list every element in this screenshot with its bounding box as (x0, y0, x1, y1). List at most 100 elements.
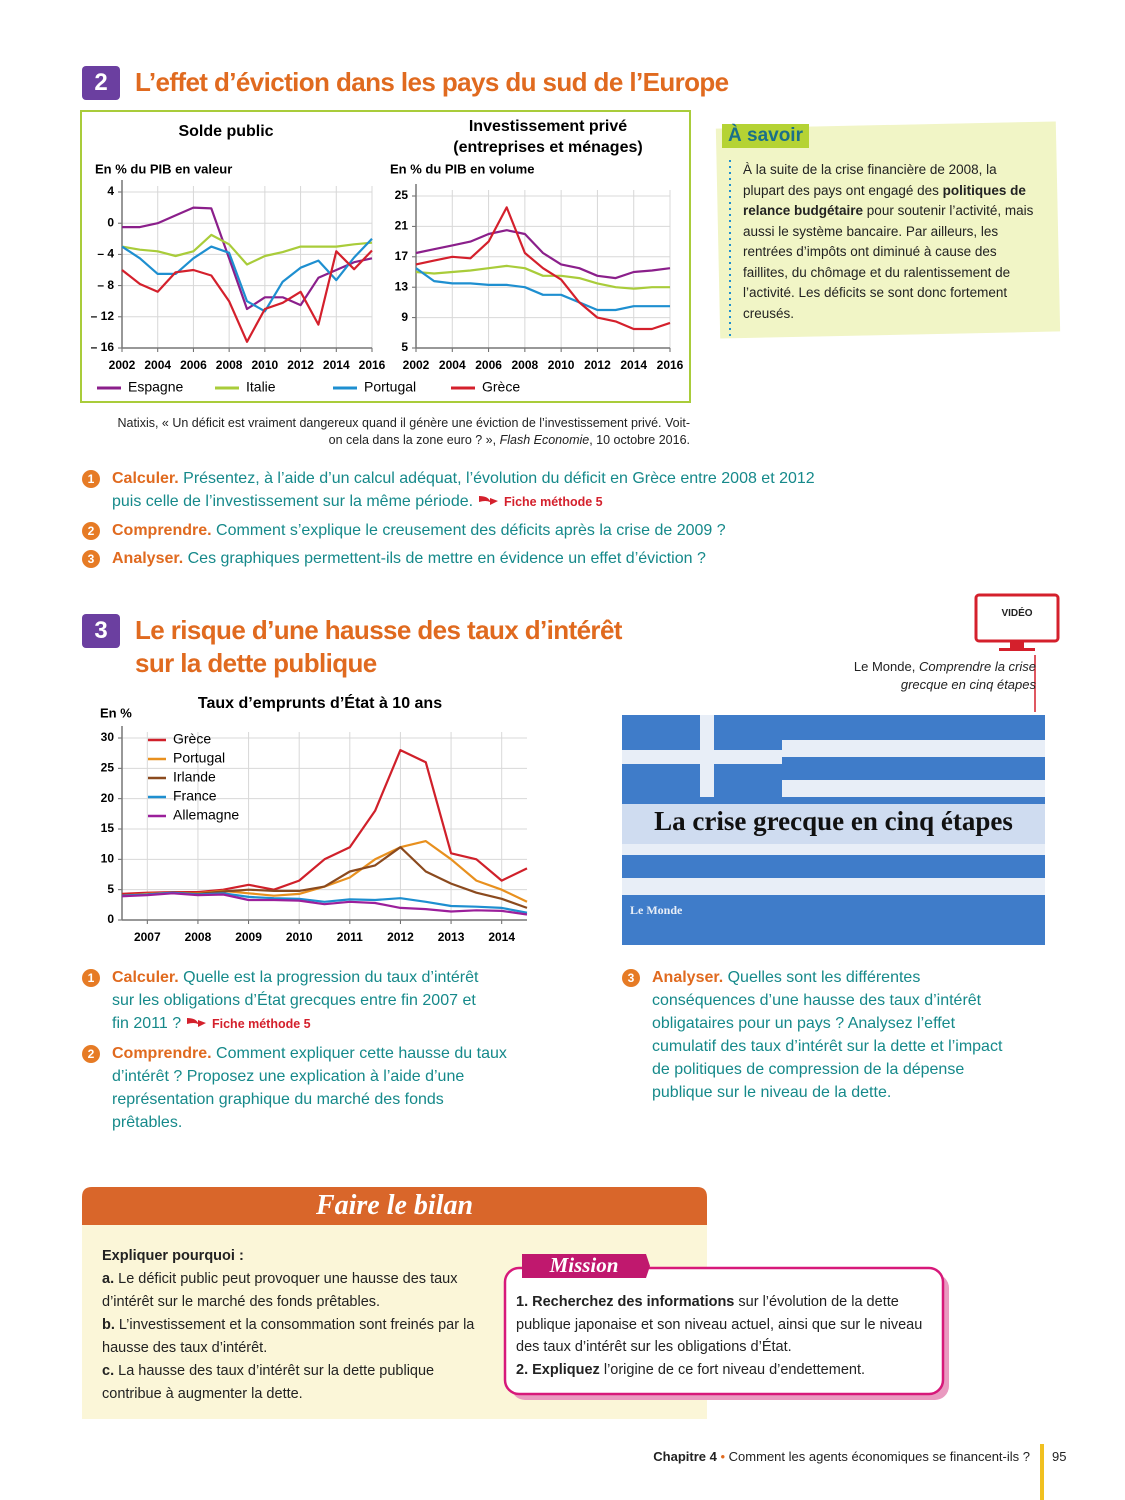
legend-label: Irlande (173, 769, 216, 785)
legend-label: Grèce (482, 379, 520, 395)
title-line: Le risque d’une hausse des taux d’intérê… (135, 615, 622, 645)
chart-title: Investissement privé (469, 118, 627, 135)
question-label: Analyser. (652, 969, 724, 986)
mission-rest: l’origine de ce fort niveau d’endettemen… (599, 1361, 866, 1378)
method-ref: Fiche méthode 5 (503, 495, 603, 509)
line-series (121, 233, 373, 266)
y-tick-label: 30 (101, 730, 115, 744)
question: 1 Calculer. Présentez, à l’aide d’un calc… (82, 467, 832, 514)
plot-area (122, 186, 372, 348)
question-number: 1 (82, 470, 100, 488)
section-number: 2 (82, 66, 120, 100)
source-text: Natixis, « Un déficit est vraiment dange… (117, 416, 690, 447)
y-axis-label: En % (100, 705, 132, 720)
question-text: Comment expliquer cette hausse du taux d… (112, 1045, 507, 1131)
note-title: À savoir (722, 124, 809, 148)
question-number: 1 (82, 969, 100, 987)
y-axis-label: En % du PIB en volume (390, 161, 534, 176)
item-text: La hausse des taux d’intérêt sur la dett… (102, 1363, 435, 1402)
y-tick-label: 5 (401, 340, 408, 354)
question: 1 Calculer. Quelle est la progression du … (82, 966, 492, 1036)
x-tick-label: 2002 (403, 358, 430, 372)
question-label: Calculer. (112, 470, 179, 487)
video-badge: VIDÉO (1001, 608, 1033, 619)
item-text: L’investissement et la consommation sont… (102, 1317, 475, 1356)
y-tick-label: 17 (395, 249, 409, 263)
line-series (415, 264, 670, 290)
note-part: politiques de relance budgétaire (743, 182, 1026, 219)
bilan-item: a. Le déficit public peut provoquer une … (102, 1268, 482, 1314)
legend-label: Espagne (128, 379, 183, 395)
video-icon (974, 593, 1060, 712)
line-series (415, 267, 670, 312)
x-tick-label: 2006 (180, 358, 207, 372)
y-axis-label: En % du PIB en valeur (95, 161, 232, 176)
line-series (415, 206, 671, 331)
mission-bold: 2. Expliquez (516, 1361, 600, 1378)
x-tick-label: 2007 (134, 930, 161, 944)
line-series (121, 249, 373, 343)
legend-label: Portugal (364, 379, 416, 395)
x-tick-label: 2012 (387, 930, 414, 944)
y-tick-label: – 8 (97, 278, 114, 292)
x-tick-label: 2010 (548, 358, 575, 372)
y-tick-label: 0 (107, 912, 114, 926)
footer-bullet: • (720, 1449, 726, 1464)
mission-tag (522, 1254, 650, 1278)
section-title: L’effet d’éviction dans les pays du sud … (135, 67, 729, 97)
video-image-text: La crise grecque en cinq étapes (654, 806, 1013, 836)
question: 2 Comprendre. Comment s’explique le creus… (82, 519, 872, 542)
y-tick-label: 21 (395, 219, 409, 233)
y-tick-label: 25 (101, 761, 115, 775)
source-journal: Flash Economie (499, 433, 590, 447)
chart-title: Taux d’emprunts d’État à 10 ans (198, 693, 442, 712)
x-tick-label: 2012 (584, 358, 611, 372)
item-letter: a. (102, 1271, 115, 1287)
y-tick-label: 15 (101, 821, 115, 835)
legend-label: Grèce (173, 731, 211, 747)
mission-title: Mission (549, 1253, 619, 1277)
legend-label: Allemagne (173, 807, 239, 823)
mission-text: 1. Recherchez des informations sur l’évo… (516, 1291, 931, 1381)
section-title: Le risque d’une hausse des taux d’intérê… (135, 614, 622, 680)
x-tick-label: 2010 (252, 358, 279, 372)
question-text: Comment s’explique le creusement des déf… (216, 522, 726, 539)
figure-frame (80, 110, 691, 403)
bilan-text: Expliquer pourquoi : a. Le déficit publi… (102, 1245, 482, 1406)
note-text: À la suite de la crise financière de 200… (743, 160, 1039, 324)
bilan-band (82, 1187, 707, 1225)
question-number: 3 (82, 550, 100, 568)
mission-item: 2. Expliquez l’origine de ce fort niveau… (516, 1359, 931, 1382)
y-tick-label: 4 (107, 184, 114, 198)
y-tick-label: 13 (395, 279, 409, 293)
video-caption: Le Monde, Comprendre la crise grecque en… (850, 658, 1036, 694)
page-number: 95 (1052, 1449, 1067, 1464)
y-tick-label: 5 (107, 882, 114, 896)
mission-item: 1. Recherchez des informations sur l’évo… (516, 1291, 931, 1359)
x-tick-label: 2013 (438, 930, 465, 944)
plot-area (122, 732, 527, 920)
video-logo: Le Monde (630, 903, 683, 917)
y-tick-label: 9 (401, 310, 408, 324)
chart-title: Solde public (178, 123, 273, 140)
question-number: 3 (622, 969, 640, 987)
note-part: pour soutenir l’activité, mais aussi le … (743, 203, 1034, 321)
x-tick-label: 2008 (185, 930, 212, 944)
question-label: Comprendre. (112, 1045, 212, 1062)
chart-subtitle: (entreprises et ménages) (453, 139, 642, 156)
question: 2 Comprendre. Comment expliquer cette hau… (82, 1042, 512, 1134)
bilan-item: b. L’investissement et la consommation s… (102, 1314, 482, 1360)
x-tick-label: 2006 (475, 358, 502, 372)
x-tick-label: 2009 (235, 930, 262, 944)
bilan-heading: Expliquer pourquoi : (102, 1248, 244, 1264)
arrow-icon (186, 1018, 206, 1027)
x-tick-label: 2002 (109, 358, 136, 372)
note-part: À la suite de la crise financière de 200… (743, 162, 997, 198)
y-tick-label: 0 (107, 215, 114, 229)
x-tick-label: 2016 (657, 358, 684, 372)
line-series (415, 229, 671, 280)
mission-rest: sur l’évolution de la dette publique jap… (516, 1294, 923, 1355)
question-text: Ces graphiques permettent-ils de mettre … (187, 550, 706, 567)
